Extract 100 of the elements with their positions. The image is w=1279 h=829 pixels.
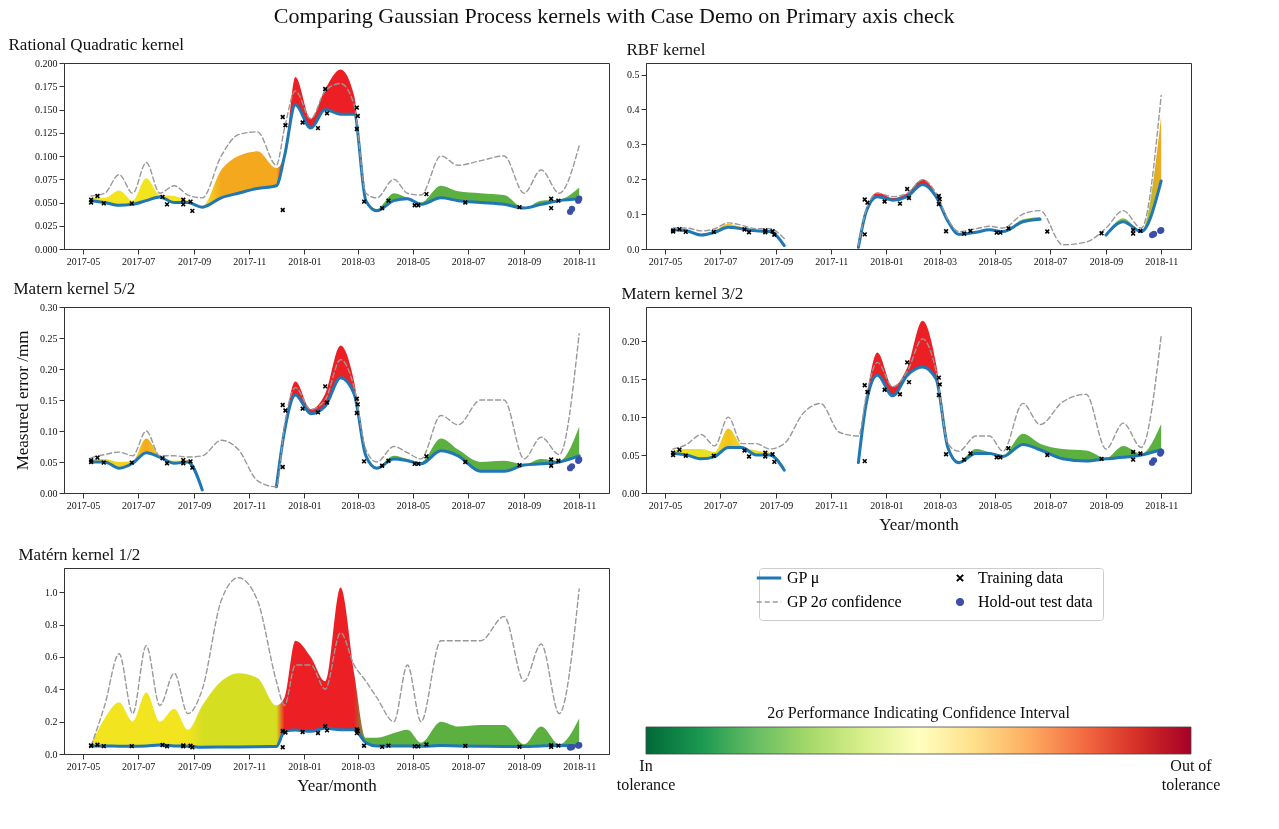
x-tick-label: 2018-09 xyxy=(507,760,542,772)
x-tick-label: 2018-09 xyxy=(507,255,542,267)
x-tick-label: 2018-07 xyxy=(451,760,486,772)
x-tick-label: 2017-05 xyxy=(66,760,101,772)
point xyxy=(180,197,186,203)
legend-label: Hold-out test data xyxy=(978,593,1093,610)
line-series xyxy=(672,335,1162,452)
y-tick-label: 0.2 xyxy=(45,716,58,728)
x-tick-label: 2017-09 xyxy=(759,499,794,511)
point xyxy=(906,195,912,201)
point xyxy=(282,407,289,414)
y-tick-label: 0.0 xyxy=(45,748,58,760)
point xyxy=(299,119,306,126)
point xyxy=(187,198,194,205)
point xyxy=(683,229,689,235)
chart-title: Matern kernel 3/2 xyxy=(621,284,744,303)
point xyxy=(771,232,778,238)
x-tick-label: 2017-05 xyxy=(66,255,101,267)
x-tick-label: 2018-09 xyxy=(1089,255,1124,267)
y-tick-label: 0.8 xyxy=(45,619,58,631)
x-tick-label: 2017-11 xyxy=(815,499,849,511)
x-tick-label: 2018-07 xyxy=(451,255,486,267)
x-tick-label: 2017-07 xyxy=(121,499,156,511)
x-tick-label: 2018-05 xyxy=(396,499,431,511)
x-tick-label: 2017-07 xyxy=(121,760,156,772)
y-tick-label: 0.15 xyxy=(40,394,58,406)
chart-title: RBF kernel xyxy=(626,40,706,59)
y-tick-label: 0.20 xyxy=(40,363,58,375)
x-tick-label: 2017-05 xyxy=(648,499,683,511)
x-tick-label: 2018-03 xyxy=(923,255,957,267)
x-tick-label: 2018-11 xyxy=(1145,255,1179,267)
y-tick-label: 0.25 xyxy=(40,332,58,344)
y-tick-label: 0.150 xyxy=(35,104,58,115)
x-tick-label: 2018-03 xyxy=(341,499,375,511)
x-tick-label: 2018-05 xyxy=(396,255,431,267)
y-tick-label: 0.0 xyxy=(627,243,640,255)
x-tick-label: 2018-05 xyxy=(978,499,1013,511)
y-tick-label: 0.125 xyxy=(35,127,58,139)
x-tick-label: 2018-07 xyxy=(1033,255,1068,267)
y-tick-label: 0.3 xyxy=(627,138,640,150)
y-tick-label: 0.100 xyxy=(35,150,58,162)
point xyxy=(683,453,689,459)
x-tick-label: 2017-05 xyxy=(66,499,101,511)
y-axis-title: Measured error /mm xyxy=(13,330,32,471)
point xyxy=(741,447,748,454)
y-tick-label: 0.1 xyxy=(627,208,640,220)
y-tick-label: 0.5 xyxy=(627,69,640,81)
line-series xyxy=(90,82,580,199)
point xyxy=(548,196,554,202)
color-bar-title: 2σ Performance Indicating Confidence Interval xyxy=(767,704,1071,722)
x-tick-label: 2018-05 xyxy=(396,760,431,772)
x-tick-label: 2017-11 xyxy=(233,255,267,267)
y-tick-label: 0.20 xyxy=(622,335,640,347)
y-tick-label: 0.05 xyxy=(622,449,640,461)
legend-label: GP μ xyxy=(787,569,820,587)
y-tick-label: 0.00 xyxy=(40,487,58,499)
x-tick-label: 2017-05 xyxy=(648,255,683,267)
y-tick-label: 0.10 xyxy=(622,411,640,423)
x-tick-label: 2018-03 xyxy=(341,255,375,267)
x-tick-label: 2018-07 xyxy=(451,499,486,511)
x-tick-label: 2017-09 xyxy=(759,255,794,267)
y-tick-label: 0.05 xyxy=(40,456,58,468)
x-tick-label: 2018-11 xyxy=(563,499,597,511)
chart-title: Rational Quadratic kernel xyxy=(8,35,185,54)
x-tick-label: 2018-01 xyxy=(870,499,904,511)
y-tick-label: 0.200 xyxy=(35,57,58,69)
point xyxy=(862,382,868,388)
x-tick-label: 2018-03 xyxy=(341,760,375,772)
x-tick-label: 2017-09 xyxy=(177,255,212,267)
point xyxy=(741,226,748,233)
x-tick-label: 2018-07 xyxy=(1033,499,1068,511)
y-tick-label: 0.15 xyxy=(622,373,640,385)
x-tick-label: 2018-11 xyxy=(1145,499,1179,511)
x-tick-label: 2018-11 xyxy=(563,255,597,267)
x-tick-label: 2018-09 xyxy=(1089,499,1124,511)
chart-title: Matérn kernel 1/2 xyxy=(18,544,141,564)
y-tick-label: 0.175 xyxy=(35,80,58,92)
text: Comparing Gaussian Process kernels with Case Demo on Primary axis check xyxy=(273,2,955,28)
y-tick-label: 0.000 xyxy=(35,243,58,255)
x-tick-label: 2018-03 xyxy=(923,499,957,511)
point xyxy=(180,201,186,208)
x-tick-label: 2017-11 xyxy=(233,760,267,772)
x-tick-label: 2018-05 xyxy=(978,255,1013,267)
legend-label: Training data xyxy=(978,569,1064,587)
chart-title: Matern kernel 5/2 xyxy=(13,279,136,298)
point xyxy=(711,453,717,459)
point xyxy=(315,125,321,131)
text: Out of tolerance xyxy=(1161,757,1221,793)
y-tick-label: 0.075 xyxy=(35,173,58,185)
y-tick-label: 0.4 xyxy=(45,683,58,695)
x-tick-label: 2017-11 xyxy=(815,255,849,267)
y-tick-label: 1.0 xyxy=(45,586,58,598)
y-tick-label: 0.050 xyxy=(35,197,58,208)
x-tick-label: 2018-01 xyxy=(870,255,904,267)
y-tick-label: 0.10 xyxy=(40,425,58,437)
point xyxy=(282,122,289,128)
x-tick-label: 2017-07 xyxy=(121,255,156,267)
x-tick-label: 2018-11 xyxy=(563,760,597,772)
y-tick-label: 0.30 xyxy=(40,301,58,313)
x-tick-label: 2017-07 xyxy=(703,499,738,511)
